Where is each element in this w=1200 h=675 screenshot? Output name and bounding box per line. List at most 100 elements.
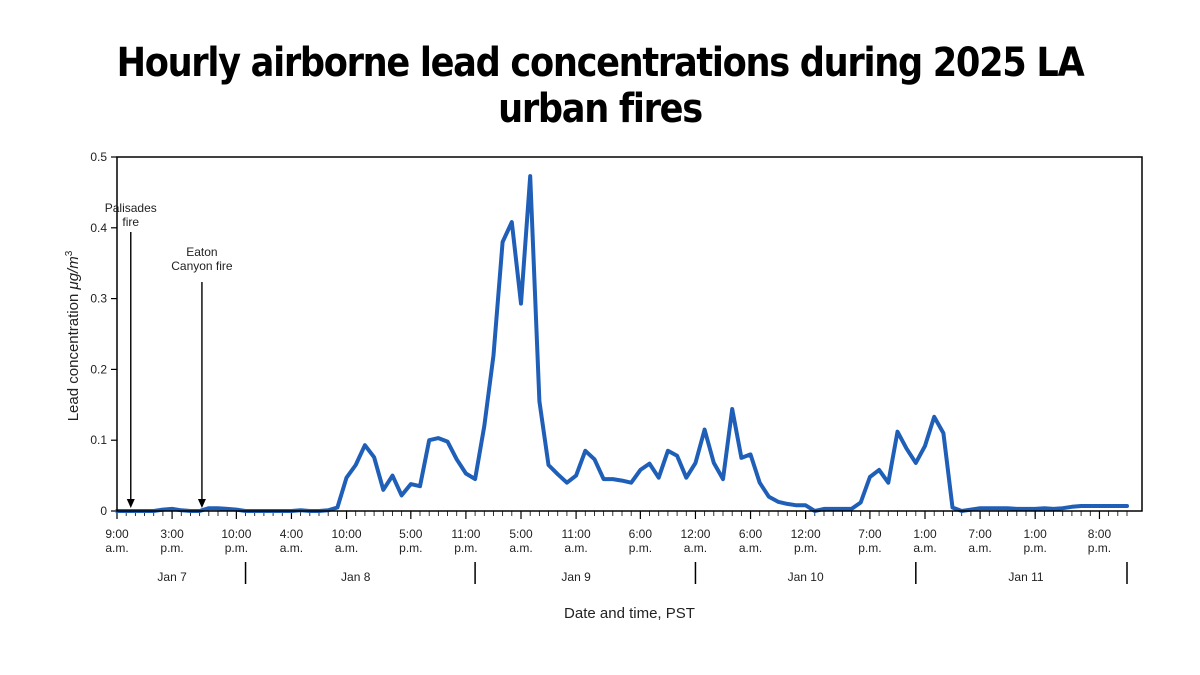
x-tick-label-period: p.m. <box>399 541 422 555</box>
day-label: Jan 8 <box>341 570 371 584</box>
data-point <box>1016 508 1018 510</box>
data-point <box>566 481 568 484</box>
x-tick-label-time: 11:00 <box>562 527 591 541</box>
x-tick-label-time: 7:00 <box>858 527 882 541</box>
data-point <box>382 489 385 491</box>
data-point <box>896 430 899 433</box>
data-point <box>676 455 678 457</box>
x-tick-label-period: p.m. <box>1088 541 1111 555</box>
data-point <box>1089 505 1092 507</box>
y-axis-title-sup: 3 <box>64 250 75 256</box>
x-tick-label-period: a.m. <box>105 541 128 555</box>
x-tick-label-time: 7:00 <box>968 527 992 541</box>
day-label: Jan 11 <box>1008 570 1043 584</box>
data-point <box>364 444 366 447</box>
data-point <box>667 450 669 452</box>
y-tick-label: 0.1 <box>90 433 107 447</box>
data-point <box>722 478 724 480</box>
data-point <box>933 416 935 418</box>
data-point <box>951 506 954 509</box>
x-tick-label-time: 8:00 <box>1088 527 1112 541</box>
x-tick-label-time: 11:00 <box>451 527 480 541</box>
data-point <box>740 457 743 459</box>
data-point <box>226 508 228 510</box>
data-point <box>887 481 890 484</box>
data-point <box>859 501 862 504</box>
data-point <box>465 472 467 475</box>
data-point <box>235 508 238 511</box>
data-point <box>511 221 513 223</box>
data-point <box>529 175 531 177</box>
y-axis-title: Lead concentration μg/m3 <box>64 250 82 421</box>
data-point <box>639 469 642 471</box>
data-point <box>924 445 926 447</box>
data-point <box>970 508 972 511</box>
x-tick-label-period: a.m. <box>684 541 707 555</box>
annotation-label: fire <box>122 215 139 229</box>
data-point <box>850 508 853 510</box>
x-tick-label-time: 3:00 <box>160 527 184 541</box>
data-point <box>1080 505 1082 507</box>
data-point <box>1126 505 1128 507</box>
data-point <box>437 437 440 439</box>
x-tick-label-period: a.m. <box>564 541 587 555</box>
x-tick-label-period: a.m. <box>913 541 936 555</box>
x-tick-label-period: a.m. <box>739 541 762 555</box>
x-tick-label-time: 1:00 <box>913 527 937 541</box>
data-point <box>410 483 412 485</box>
data-point <box>657 476 660 479</box>
data-point <box>217 507 219 510</box>
data-point <box>547 464 550 466</box>
data-point <box>786 503 789 505</box>
data-point <box>354 464 357 466</box>
data-point <box>455 458 458 461</box>
x-tick-label-time: 12:00 <box>791 527 821 541</box>
day-label: Jan 7 <box>157 570 187 584</box>
annotation-label: Palisades <box>105 201 157 215</box>
data-point <box>162 508 164 511</box>
data-point <box>419 485 421 488</box>
x-tick-label-time: 6:00 <box>739 527 763 541</box>
y-tick-label: 0 <box>100 504 107 518</box>
x-tick-label-time: 9:00 <box>105 527 129 541</box>
data-point <box>1098 505 1101 507</box>
data-point <box>1117 505 1119 507</box>
data-point <box>345 476 348 479</box>
data-point <box>428 439 431 442</box>
x-tick-label-period: p.m. <box>454 541 477 555</box>
x-tick-label-time: 10:00 <box>221 527 251 541</box>
data-point <box>373 456 375 459</box>
data-point <box>621 479 623 482</box>
annotation-arrowhead <box>197 499 206 508</box>
data-point <box>538 400 541 403</box>
data-point <box>988 507 991 510</box>
page-title: Hourly airborne lead concentrations duri… <box>116 40 1085 132</box>
y-tick-label: 0.3 <box>90 292 107 306</box>
x-tick-label-period: a.m. <box>509 541 532 555</box>
data-point <box>612 478 614 480</box>
data-point <box>1107 505 1110 507</box>
x-tick-label-period: p.m. <box>1024 541 1047 555</box>
data-point <box>483 425 486 427</box>
data-point <box>1034 508 1036 510</box>
x-tick-label-period: p.m. <box>794 541 817 555</box>
labels-layer: 00.10.20.30.40.59:00a.m.3:00p.m.10:00p.m… <box>90 150 1111 584</box>
x-tick-label-period: a.m. <box>280 541 303 555</box>
data-point <box>758 481 761 484</box>
data-point <box>795 504 798 507</box>
data-point <box>749 453 752 456</box>
x-tick-label-period: a.m. <box>968 541 991 555</box>
data-point <box>1006 507 1009 510</box>
x-tick-label-time: 1:00 <box>1024 527 1048 541</box>
x-tick-label-time: 5:00 <box>509 527 533 541</box>
data-point <box>400 494 403 497</box>
data-point <box>520 302 522 305</box>
x-tick-label-period: p.m. <box>160 541 183 555</box>
data-point <box>731 408 733 410</box>
data-point <box>584 450 587 452</box>
lead-concentration-line <box>115 174 1129 513</box>
data-point <box>391 474 394 477</box>
x-axis-title: Date and time, PST <box>564 605 695 622</box>
data-point <box>556 473 559 476</box>
data-point <box>1061 507 1064 510</box>
